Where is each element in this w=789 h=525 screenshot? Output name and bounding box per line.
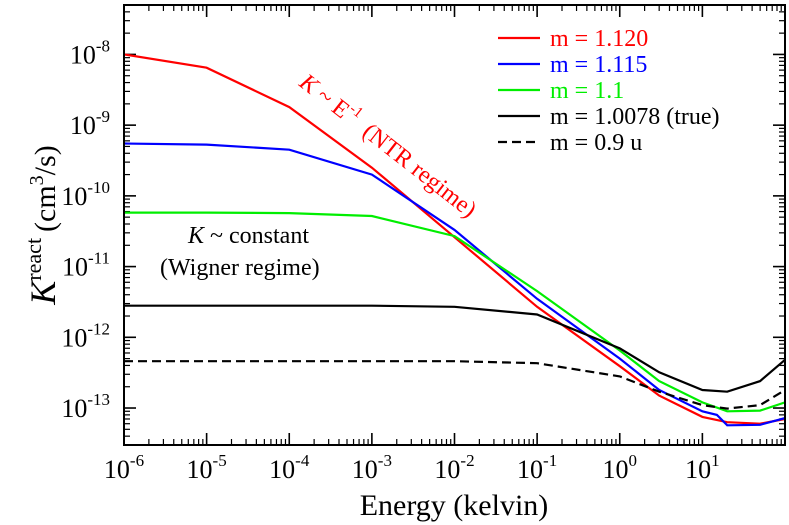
wigner-annotation-line2: (Wigner regime) <box>160 255 320 281</box>
y-tick-label: 10-13 <box>61 390 110 423</box>
y-tick-label: 10-10 <box>61 178 110 211</box>
plot-frame <box>123 4 786 446</box>
wigner-annotation-line1: K ~ constant <box>187 223 309 249</box>
series-line-0 <box>124 53 785 425</box>
legend-label-0: m = 1.120 <box>550 26 648 52</box>
x-tick-label: 101 <box>685 451 720 484</box>
y-axis-superscript: react <box>21 238 46 281</box>
y-axis-unit-power: 3 <box>26 175 48 185</box>
y-tick-labels: 10-13 10-12 10-11 10-10 10-9 10-8 <box>61 36 110 423</box>
series-line-3 <box>124 304 785 393</box>
series-line-4 <box>124 360 785 410</box>
x-tick-label: 10-5 <box>187 451 227 484</box>
y-tick-label: 10-9 <box>70 107 110 140</box>
x-tick-label: 100 <box>603 451 638 484</box>
y-tick-label: 10-12 <box>61 319 110 352</box>
series-line-1 <box>124 142 785 427</box>
legend-label-3: m = 1.0078 (true) <box>550 104 720 130</box>
ntr-annotation: K~ E-1(NTR regime) <box>294 66 483 223</box>
x-tick-labels: 10-6 10-5 10-4 10-3 10-2 10-1 100 101 <box>104 451 720 484</box>
legend-label-2: m = 1.1 <box>550 78 624 104</box>
y-axis-unit-prefix: (cm <box>29 185 62 232</box>
legend-label-4: m = 0.9 u <box>550 130 642 156</box>
x-tick-label: 10-4 <box>269 451 310 484</box>
y-axis-unit-suffix: /s) <box>29 145 62 175</box>
y-axis-title: Kreact (cm3/s) <box>21 145 63 305</box>
y-tick-label: 10-8 <box>70 36 110 69</box>
series-line-2 <box>124 211 785 413</box>
wigner-symbol: K <box>187 223 206 249</box>
series-lines <box>124 53 785 427</box>
x-tick-label: 10-3 <box>352 451 392 484</box>
x-tick-label: 10-6 <box>104 451 144 484</box>
x-tick-label: 10-1 <box>517 451 557 484</box>
y-tick-label: 10-11 <box>62 249 110 282</box>
ntr-rest: ~ E <box>312 83 355 124</box>
wigner-rest: ~ constant <box>210 223 309 249</box>
y-axis-symbol: K <box>23 279 63 306</box>
x-tick-label: 10-2 <box>434 451 474 484</box>
legend-label-1: m = 1.115 <box>550 52 647 78</box>
x-axis-title: Energy (kelvin) <box>360 489 549 522</box>
